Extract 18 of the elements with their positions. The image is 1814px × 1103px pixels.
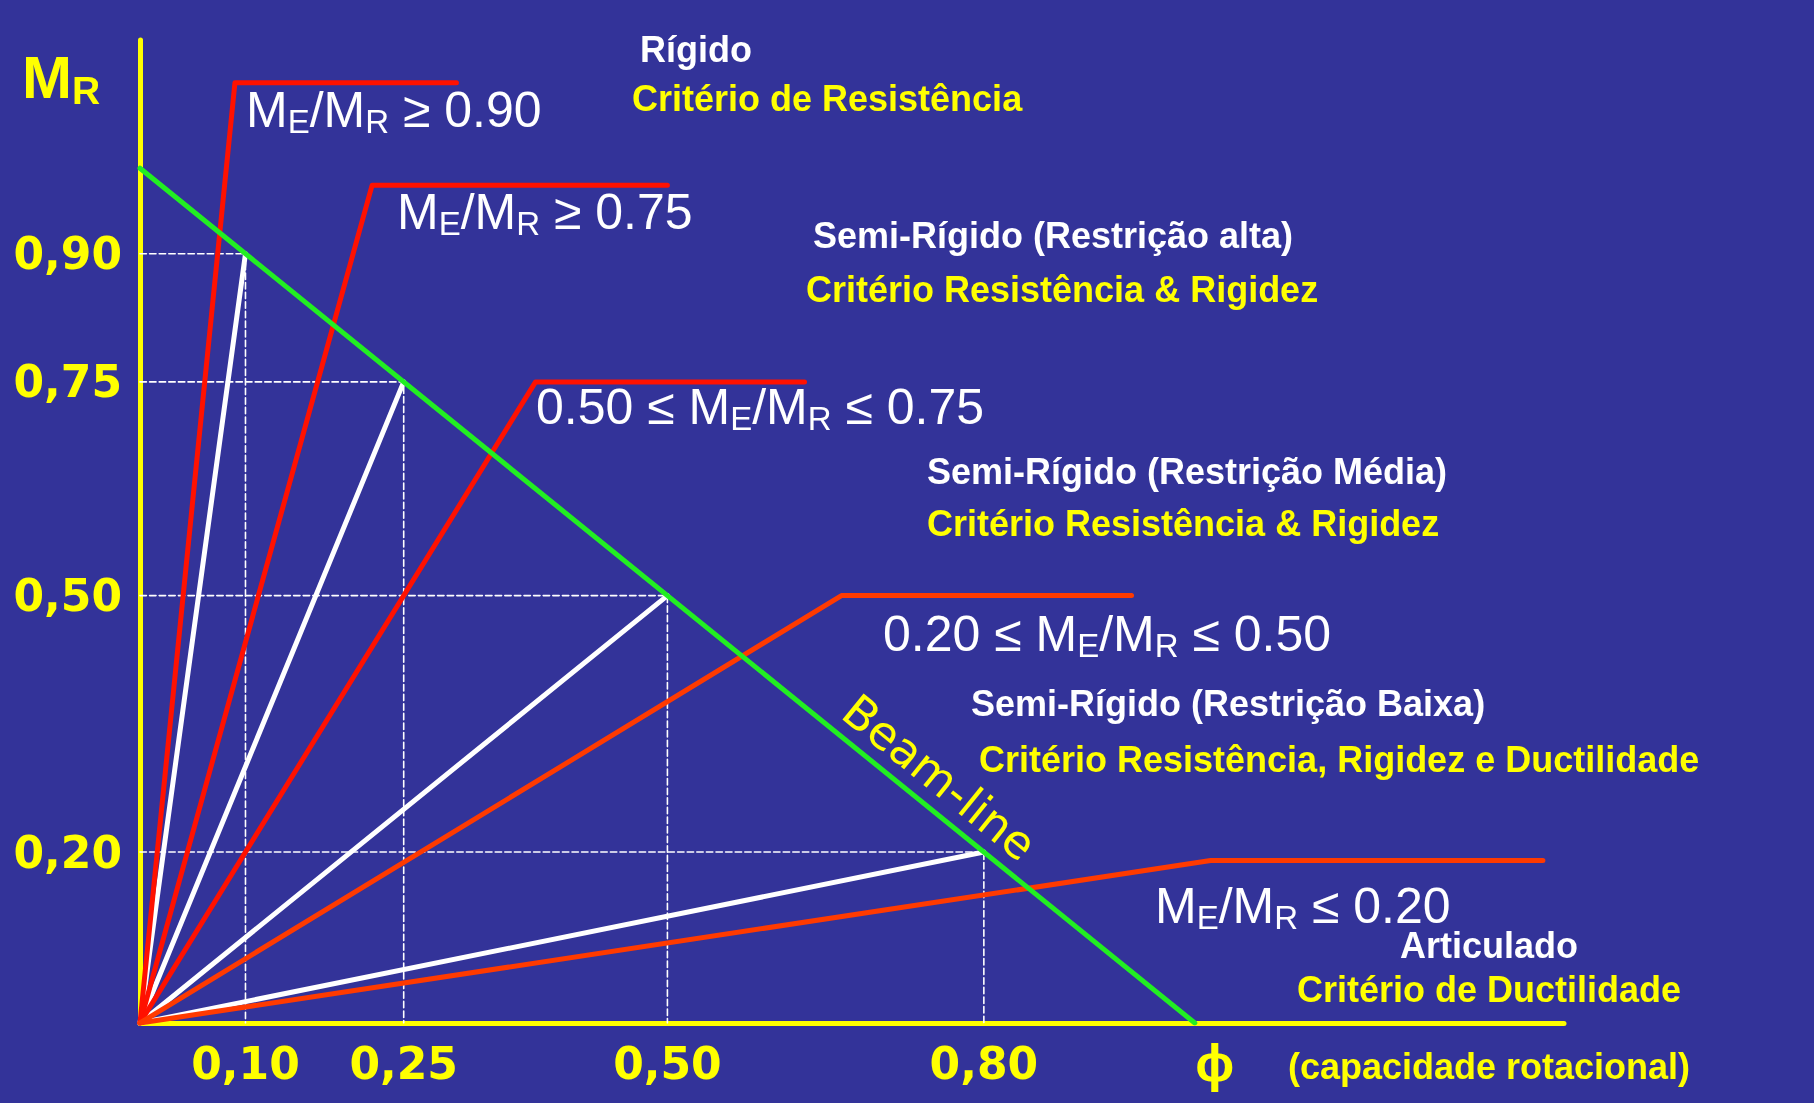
y-tick-label: 0,75 (13, 356, 122, 408)
y-axis-title: MR (22, 43, 101, 112)
y-tick-label: 0,90 (13, 228, 122, 280)
text: (capacidade rotacional) (1287, 1045, 1691, 1087)
annotation: Critério de Ductilidade (1296, 968, 1682, 1010)
y-tick-label: 0,50 (13, 570, 122, 622)
annotation: Semi-Rígido (Restrição Média) (927, 450, 1448, 492)
x-axis-title: ϕ (1195, 1034, 1235, 1092)
annotation: Critério Resistência & Rigidez (806, 268, 1319, 310)
annotation: Semi-Rígido (Restrição alta) (813, 214, 1294, 256)
x-tick-label: 0,10 (191, 1037, 300, 1089)
annotation: Critério de Resistência (632, 77, 1024, 119)
annotation: Critério Resistência & Rigidez (927, 502, 1440, 544)
annotation: Rígido (640, 28, 752, 70)
x-tick-label: 0,50 (613, 1037, 722, 1089)
x-tick-label: 0,25 (349, 1037, 458, 1089)
y-tick-label: 0,20 (13, 826, 122, 878)
x-tick-label: 0,80 (929, 1037, 1039, 1089)
